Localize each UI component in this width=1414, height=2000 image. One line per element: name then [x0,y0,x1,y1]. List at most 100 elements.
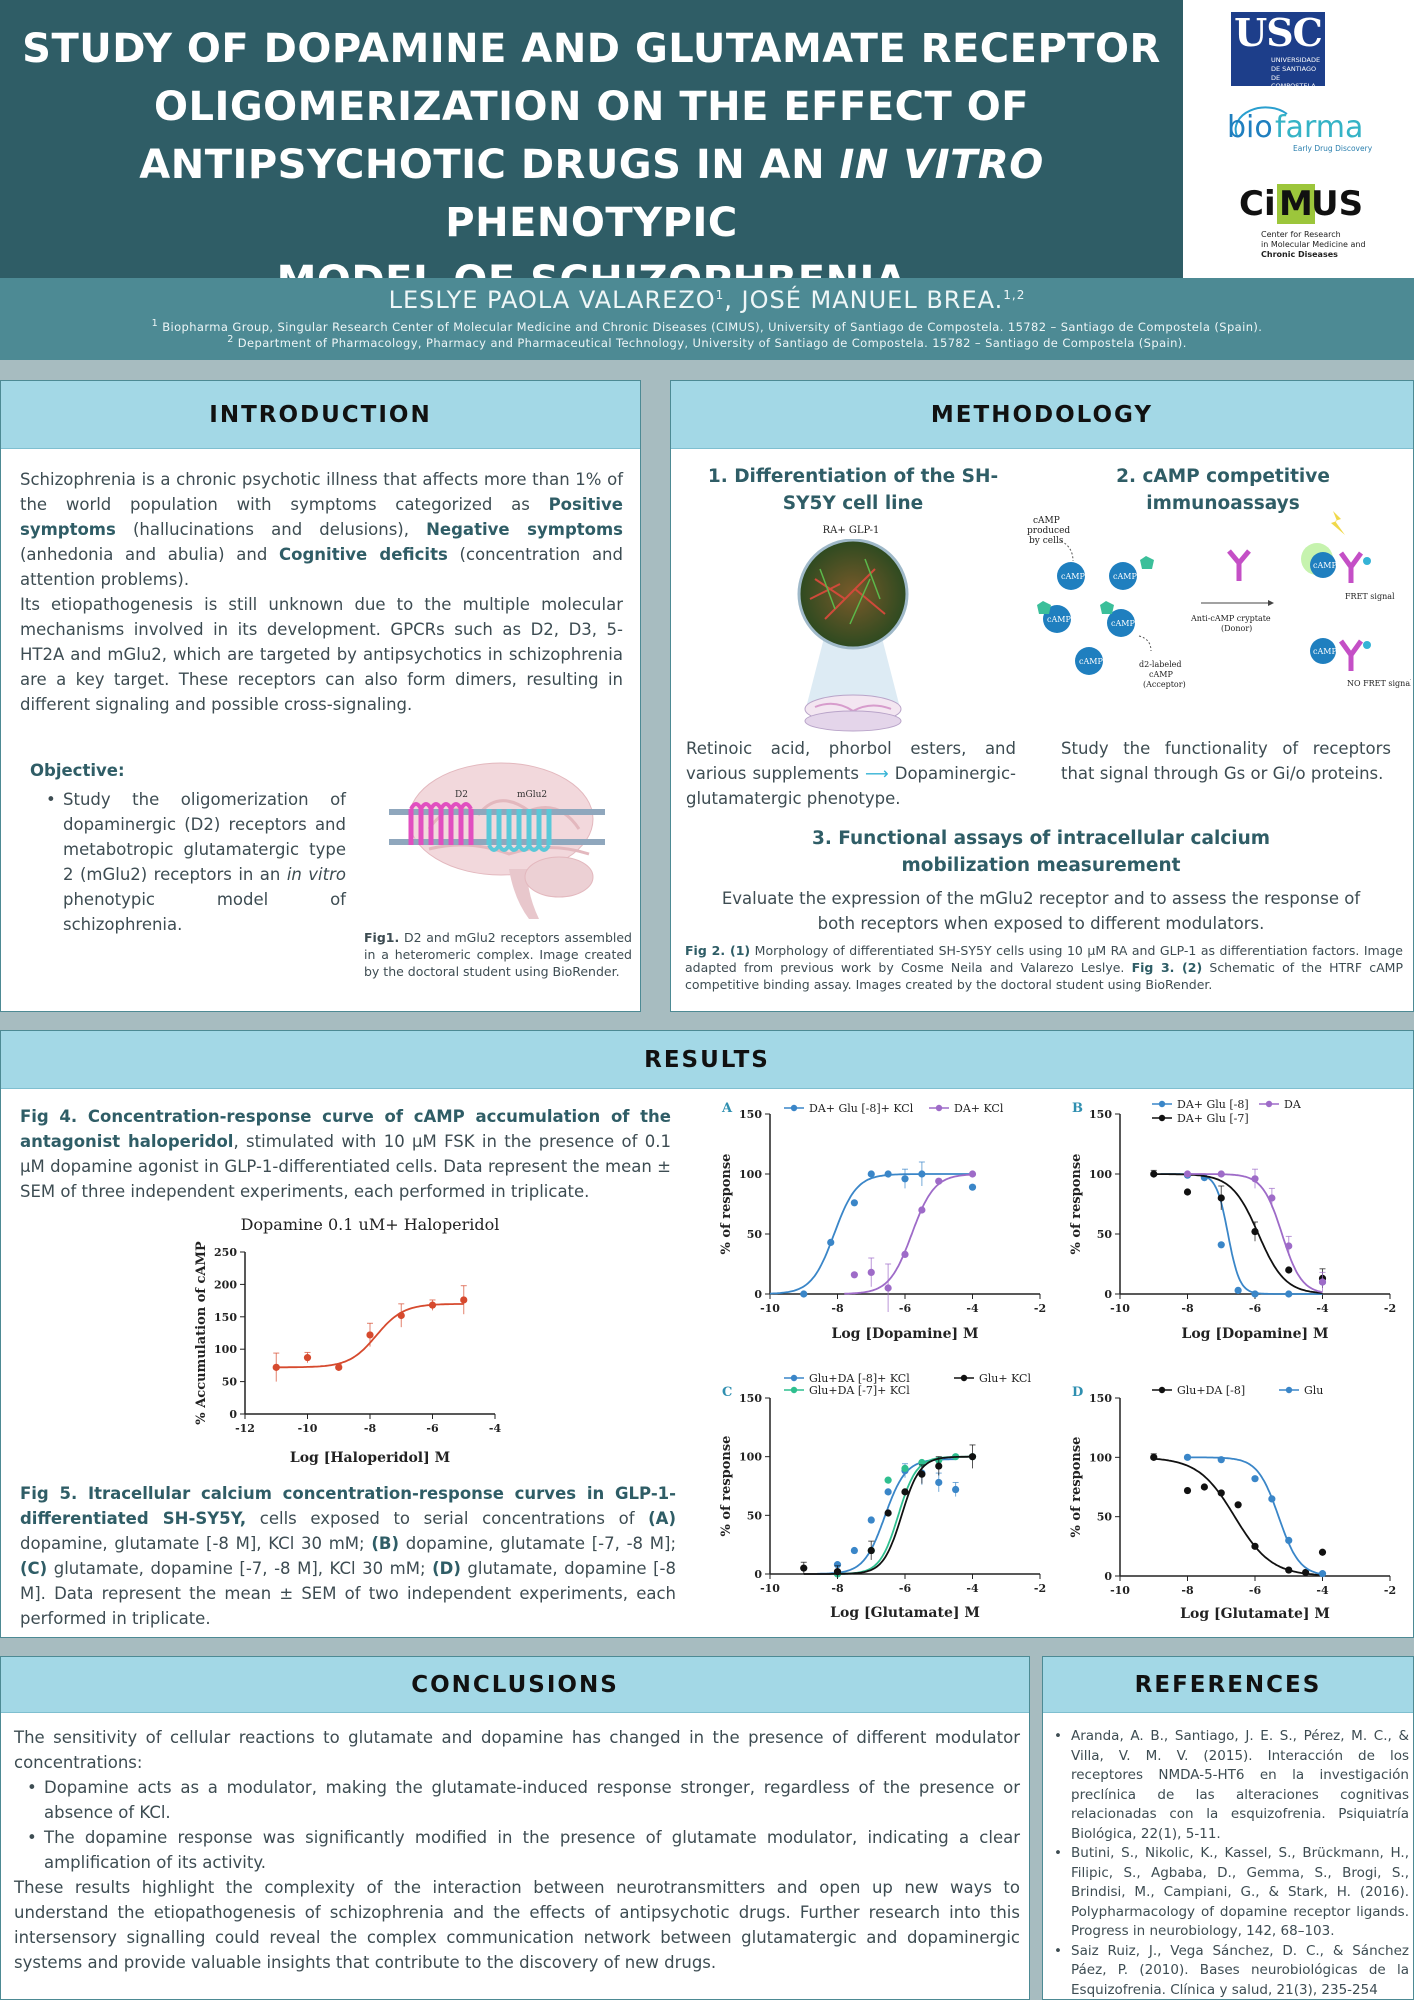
svg-text:(Acceptor): (Acceptor) [1143,680,1186,689]
legend-label: Glu [1304,1384,1323,1397]
method-3-text: Evaluate the expression of the mGlu2 rec… [721,889,1361,933]
svg-text:d2-labeled: d2-labeled [1139,660,1182,669]
data-point [901,1250,909,1258]
chart-panel-b: 0 50 100 150 -10 -8 -6 -4 -2 Log [Dopamine] M % of… [1069,1098,1396,1342]
data-point [335,1363,343,1371]
data-point [1217,1241,1225,1249]
y-tick-label: 0 [229,1408,237,1421]
svg-text:cAMP: cAMP [1113,572,1137,581]
data-point [850,1546,858,1555]
panel-letter: C [722,1385,732,1400]
affiliation-1: 1 Biopharma Group, Singular Research Cen… [151,318,1263,334]
legend-marker [790,1374,798,1382]
data-point [1285,1566,1293,1574]
data-point [1183,1453,1192,1461]
svg-text:cAMP: cAMP [1079,657,1103,666]
conclusions-list: Dopamine acts as a modulator, making the… [24,1775,1020,1875]
data-point [952,1485,960,1494]
y-tick-label: 200 [214,1278,237,1291]
y-tick-label: 150 [739,1392,762,1405]
conclusion-item: The dopamine response was significantly … [24,1825,1020,1875]
x-tick-label: -6 [426,1422,439,1435]
data-point [1285,1266,1293,1274]
y-tick-label: 250 [214,1246,237,1259]
cell-culture-figure [797,539,909,732]
method-1-text: Retinoic acid, phorbol esters, and vario… [686,739,1016,808]
data-point [1251,1175,1259,1183]
y-axis-label: % of response [719,1154,734,1255]
legend-marker [1285,1386,1293,1394]
chart-title: Dopamine 0.1 uM+ Haloperidol [241,1215,500,1234]
svg-text:cAMP: cAMP [1111,619,1135,628]
data-point [884,1170,892,1178]
data-point [867,1170,875,1178]
x-tick-label: -6 [1249,1584,1262,1597]
methodology-panel: METHODOLOGY 1. Differentiation of the SH… [670,380,1414,1012]
method-2-text: Study the functionality of receptors tha… [1061,739,1391,783]
svg-text:cAMP: cAMP [1313,647,1337,656]
data-point [833,1561,842,1569]
camp-molecules: cAMP cAMP cAMP cAMP cAMP [1037,556,1154,675]
data-point [918,1170,926,1178]
legend-marker [790,1386,798,1394]
fig4-caption: Fig 4. Concentration-response curve of c… [20,1107,671,1201]
legend-marker [1158,1100,1166,1108]
cimus-logo: Ci M US Center for Research in Molecular… [1239,184,1366,259]
data-point [1217,1456,1225,1464]
htrf-assay-figure: cAMP produced by cells cAMP cAMP cAMP cA… [1027,511,1411,689]
fit-curve [770,1173,973,1295]
legend-label: DA+ Glu [-8] [1177,1098,1249,1111]
data-point [1200,1483,1208,1491]
x-tick-label: -10 [760,1582,780,1595]
conclusions-outro: These results highlight the complexity o… [14,1878,1020,1972]
panel-letter: B [1072,1101,1083,1116]
x-tick-label: -8 [831,1582,844,1595]
x-tick-label: -8 [1181,1584,1194,1597]
svg-text:produced: produced [1027,526,1070,536]
fret-complex: cAMP FRET signal [1301,511,1395,601]
chart-panel-c: 0 50 100 150 -10 -8 -6 -4 -2 Log [Glutamate] M % o… [719,1372,1046,1621]
x-tick-label: -4 [489,1422,502,1435]
y-axis-label: % of response [1069,1437,1084,1538]
data-point [901,1175,909,1183]
legend-label: Glu+DA [-8]+ KCl [809,1372,910,1385]
x-tick-label: -12 [235,1422,255,1435]
fit-curve [844,1173,973,1295]
y-tick-label: 100 [1089,1168,1112,1181]
biofarma-logo: bio farma Early Drug Discovery [1227,106,1377,154]
y-tick-label: 50 [222,1376,238,1389]
logo-panel: USC UNIVERSIDADE DE SANTIAGO DE COMPOSTE… [1183,0,1414,278]
data-point [850,1199,858,1207]
data-point [918,1458,926,1467]
y-tick-label: 50 [1097,1228,1113,1241]
data-point [1217,1170,1225,1178]
data-point [935,1478,943,1487]
svg-text:cAMP: cAMP [1061,572,1085,581]
x-axis-label: Log [Dopamine] M [831,1326,978,1342]
y-tick-label: 150 [1089,1108,1112,1121]
brain-d2-label: D2 [455,790,468,800]
introduction-paragraph-1: Schizophrenia is a chronic psychotic ill… [20,470,624,589]
affiliation-2: 2 Department of Pharmacology, Pharmacy a… [227,334,1187,350]
x-axis-label: Log [Glutamate] M [830,1605,980,1621]
legend-marker [1265,1100,1273,1108]
data-point [1183,1170,1192,1178]
data-point [1217,1489,1225,1497]
y-tick-label: 0 [1104,1288,1112,1301]
y-tick-label: 50 [1097,1511,1113,1524]
legend-label: DA+ Glu [-8]+ KCl [809,1102,914,1115]
svg-text:FRET signal: FRET signal [1345,592,1395,601]
results-heading: RESULTS [1,1031,1413,1089]
data-point [428,1301,437,1309]
x-tick-label: -10 [760,1302,780,1315]
data-point [918,1470,926,1478]
chart-panel-d: 0 50 100 150 -10 -8 -6 -4 -2 Log [Glutamate] M % o… [1069,1384,1396,1622]
fig5-caption: Fig 5. Itracellular calcium concentratio… [20,1484,676,1628]
data-point [827,1238,835,1246]
x-tick-label: -2 [1034,1302,1046,1315]
objective-list: Study the oligomerization of dopaminergi… [43,787,346,937]
introduction-heading: INTRODUCTION [1,381,640,449]
legend-label: Glu+DA [-7]+ KCl [809,1384,910,1397]
legend-label: Glu+DA [-8] [1177,1384,1245,1397]
y-axis-label: % of response [719,1436,734,1537]
